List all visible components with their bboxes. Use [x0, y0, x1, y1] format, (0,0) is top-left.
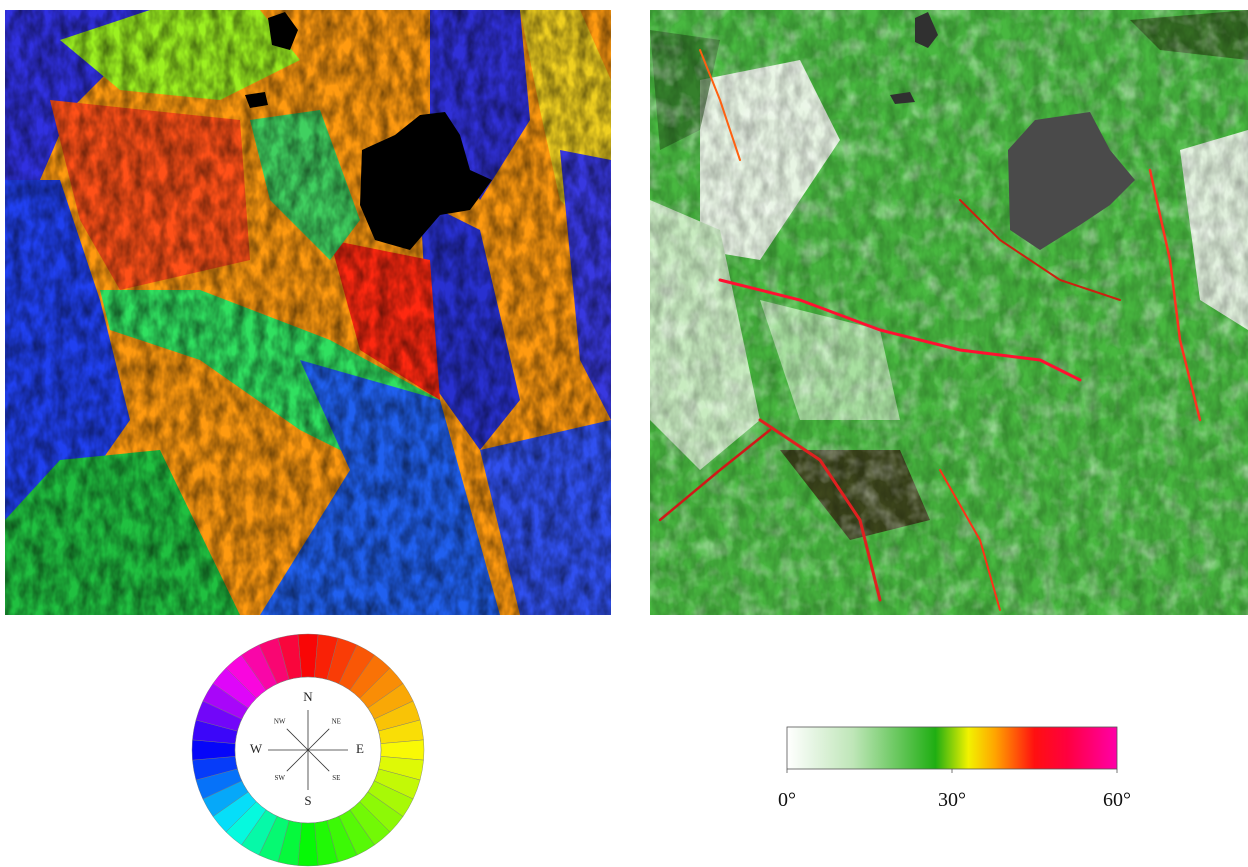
compass-label: NE: [332, 717, 341, 725]
colorbar: [787, 727, 1117, 769]
compass-label: E: [356, 741, 364, 756]
colorbar-tick-label: 0°: [778, 789, 796, 811]
compass-label: NW: [274, 717, 286, 725]
aspect-map: [5, 10, 611, 615]
figure: N NE E SE S SW W NW 0° 30° 60°: [0, 0, 1248, 867]
aspect-wheel: N NE E SE S SW W NW: [192, 634, 424, 866]
compass-label: N: [303, 689, 313, 704]
figure-canvas: N NE E SE S SW W NW 0° 30° 60°: [0, 0, 1248, 867]
compass-label: W: [250, 741, 263, 756]
colorbar-tick-label: 30°: [938, 789, 966, 811]
compass-label: SW: [274, 774, 285, 782]
compass-label: S: [304, 793, 311, 808]
colorbar-tick-label: 60°: [1103, 789, 1131, 811]
compass-label: SE: [332, 774, 340, 782]
slope-map: [650, 10, 1248, 615]
